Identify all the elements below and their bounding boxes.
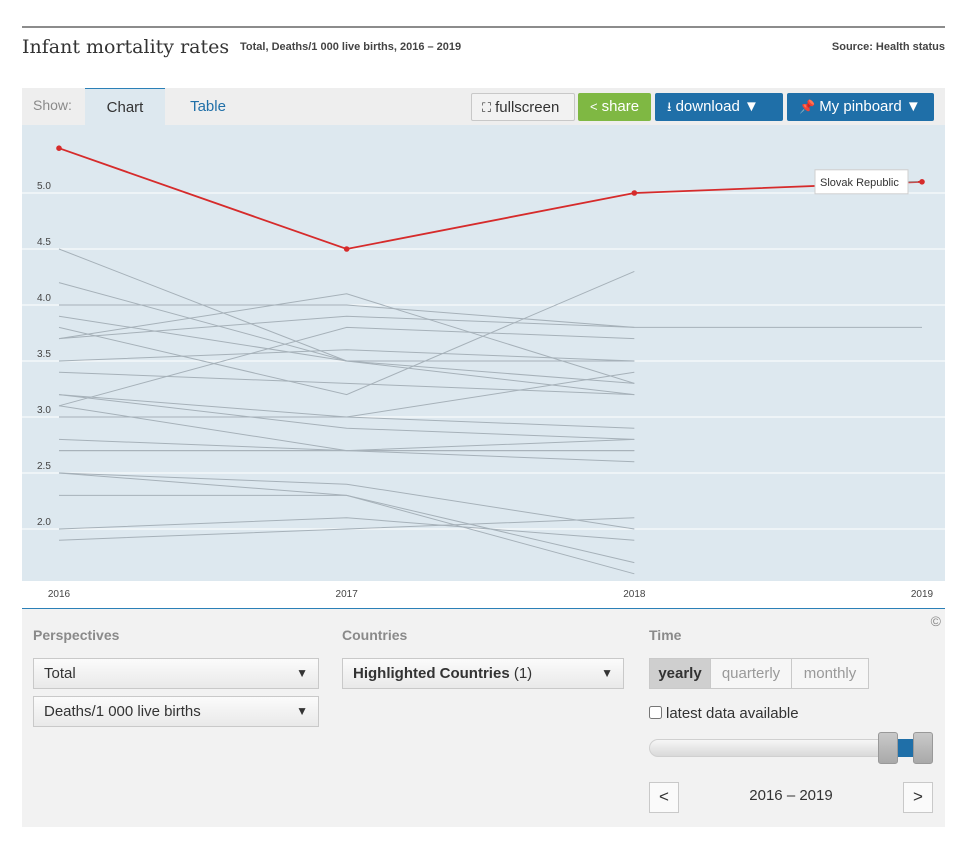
background-series-line [58, 394, 635, 440]
time-slider-end-handle[interactable] [913, 732, 933, 764]
share-button[interactable]: < share [578, 93, 651, 121]
latest-data-checkbox[interactable] [649, 706, 662, 719]
time-slider-start-handle[interactable] [878, 732, 898, 764]
y-tick-label: 4.0 [37, 293, 51, 304]
latest-data-checkbox-row[interactable]: latest data available [649, 705, 799, 722]
y-tick-label: 3.5 [37, 349, 51, 360]
perspective-select-total-value: Total [44, 665, 76, 682]
background-series-line [58, 472, 635, 530]
pinboard-label: My pinboard ▼ [819, 98, 921, 115]
highlighted-series-point [56, 145, 62, 151]
highlighted-series-line [58, 147, 923, 250]
tab-table[interactable]: Table [190, 98, 226, 115]
frequency-monthly[interactable]: monthly [791, 658, 869, 689]
y-tick-label: 5.0 [37, 181, 51, 192]
frequency-yearly[interactable]: yearly [649, 658, 711, 689]
series-label-box [814, 169, 909, 195]
background-series-line [58, 517, 635, 541]
highlighted-series [56, 145, 925, 252]
chart-subtitle: Total, Deaths/1 000 live births, 2016 – … [240, 41, 462, 53]
series-label-text: Slovak Republic [820, 177, 899, 189]
time-title: Time [649, 627, 682, 643]
x-axis: 2016 2017 2018 2019 [48, 589, 934, 600]
background-series-line [58, 270, 635, 396]
top-rule [22, 26, 945, 28]
y-tick-label: 2.5 [37, 461, 51, 472]
background-series-line [58, 349, 635, 362]
highlighted-series-point [919, 179, 925, 185]
dropdown-arrow-icon: ▼ [296, 666, 308, 680]
latest-data-label: latest data available [666, 705, 799, 722]
x-tick-label: 2017 [336, 589, 359, 600]
previous-period-button[interactable]: < [649, 782, 679, 813]
perspective-select-total[interactable]: Total ▼ [33, 658, 319, 689]
time-slider-range [894, 739, 916, 757]
x-tick-label: 2019 [911, 589, 934, 600]
background-series-line [58, 517, 635, 541]
countries-select[interactable]: Highlighted Countries (1) ▼ [342, 658, 624, 689]
fullscreen-label: fullscreen [495, 99, 560, 116]
pin-icon: 📌 [799, 99, 816, 114]
background-series-line [59, 494, 635, 575]
pinboard-button[interactable]: 📌 My pinboard ▼ [787, 93, 934, 121]
controls-panel: © Perspectives Total ▼ Deaths/1 000 live… [22, 608, 945, 827]
download-icon: ⭳ [667, 99, 672, 114]
background-series-line [59, 304, 635, 328]
y-tick-label: 4.5 [37, 237, 51, 248]
perspective-select-unit-value: Deaths/1 000 live births [44, 703, 201, 720]
y-tick-label: 2.0 [37, 517, 51, 528]
background-series-line [59, 438, 635, 452]
y-tick-label: 3.0 [37, 405, 51, 416]
show-label: Show: [33, 97, 72, 113]
highlighted-series-point [631, 190, 638, 196]
chart-header: Infant mortality rates Total, Deaths/1 0… [22, 36, 945, 60]
dropdown-arrow-icon: ▼ [601, 666, 613, 680]
fullscreen-button[interactable]: ⛶ fullscreen [471, 93, 575, 121]
tab-chart[interactable]: Chart [85, 88, 165, 127]
toolbar: Show: Chart Table ⛶ fullscreen < share ⭳ do… [22, 88, 945, 127]
dropdown-arrow-icon: ▼ [296, 704, 308, 718]
background-series-line [58, 315, 922, 340]
x-tick-label: 2016 [48, 589, 71, 600]
source-link[interactable]: Source: Health status [831, 41, 945, 53]
countries-select-count: (1) [513, 665, 533, 682]
background-series-line [59, 416, 635, 429]
time-range-text: 2016 – 2019 [749, 787, 833, 804]
line-chart: 2.0 2.5 3.0 3.5 4.0 4.5 5.0 2016 2017 2018 2019 S… [22, 125, 945, 600]
frequency-quarterly[interactable]: quarterly [710, 658, 792, 689]
background-series-line [58, 371, 635, 396]
countries-select-label: Highlighted Countries [353, 665, 510, 682]
chart-title: Infant mortality rates [22, 36, 230, 58]
next-period-button[interactable]: > [903, 782, 933, 813]
perspective-select-unit[interactable]: Deaths/1 000 live births ▼ [33, 696, 319, 727]
download-button[interactable]: ⭳ download ▼ [655, 93, 783, 121]
y-axis: 2.0 2.5 3.0 3.5 4.0 4.5 5.0 [37, 181, 51, 528]
highlighted-series-point [343, 246, 350, 252]
background-series-line [58, 293, 635, 384]
series-label: Slovak Republic [814, 169, 918, 195]
download-label: download ▼ [675, 98, 759, 115]
background-series-line [58, 326, 635, 407]
perspectives-title: Perspectives [33, 627, 120, 643]
background-series [58, 248, 922, 575]
share-label: share [601, 98, 640, 115]
fullscreen-icon: ⛶ [482, 100, 492, 115]
x-tick-label: 2018 [623, 589, 646, 600]
plot-background [22, 125, 945, 581]
share-icon: < [590, 99, 598, 114]
copyright-icon[interactable]: © [930, 613, 941, 629]
countries-title: Countries [342, 627, 408, 643]
